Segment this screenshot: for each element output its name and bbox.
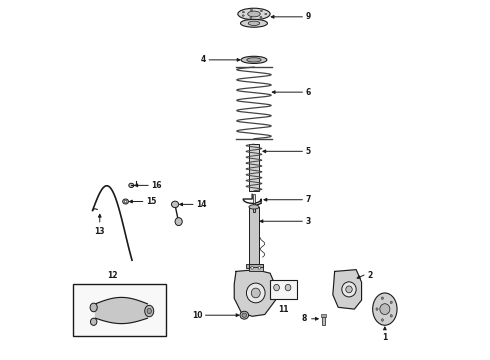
Polygon shape [96, 297, 147, 324]
Text: 12: 12 [107, 271, 118, 280]
Text: 7: 7 [305, 195, 311, 204]
Ellipse shape [246, 283, 265, 303]
Bar [248, 264, 263, 271]
Ellipse shape [373, 293, 397, 325]
Ellipse shape [241, 56, 267, 63]
Text: 14: 14 [196, 200, 206, 209]
Text: 10: 10 [192, 311, 203, 320]
Ellipse shape [390, 315, 392, 317]
Ellipse shape [172, 201, 179, 208]
Text: 5: 5 [305, 147, 310, 156]
Ellipse shape [147, 309, 151, 314]
Ellipse shape [285, 284, 291, 291]
Text: 6: 6 [305, 87, 311, 96]
Ellipse shape [90, 303, 97, 312]
Ellipse shape [251, 267, 253, 269]
Bar [322, 317, 325, 324]
Ellipse shape [376, 308, 378, 310]
Ellipse shape [91, 318, 97, 325]
Ellipse shape [241, 19, 268, 27]
Bar [73, 284, 166, 336]
Ellipse shape [390, 301, 392, 303]
Bar [249, 207, 259, 264]
Text: 8: 8 [301, 314, 307, 323]
Ellipse shape [124, 200, 127, 203]
Text: 3: 3 [305, 217, 311, 226]
Ellipse shape [247, 11, 260, 17]
Bar [246, 264, 262, 268]
Text: 2: 2 [367, 270, 372, 279]
Bar [249, 144, 259, 191]
Ellipse shape [175, 218, 182, 226]
Ellipse shape [258, 267, 261, 269]
Bar [252, 203, 255, 212]
Text: 1: 1 [382, 333, 388, 342]
Ellipse shape [260, 17, 262, 18]
Ellipse shape [240, 311, 248, 319]
Ellipse shape [250, 17, 252, 18]
Ellipse shape [265, 13, 267, 15]
Ellipse shape [243, 12, 245, 13]
Ellipse shape [242, 15, 244, 16]
Text: 13: 13 [95, 227, 105, 236]
Ellipse shape [248, 21, 260, 26]
Ellipse shape [249, 205, 259, 209]
Ellipse shape [342, 282, 356, 297]
Ellipse shape [381, 297, 384, 300]
Text: 4: 4 [201, 55, 206, 64]
Text: 9: 9 [305, 12, 311, 21]
Ellipse shape [251, 288, 260, 298]
Ellipse shape [380, 304, 390, 315]
Polygon shape [234, 270, 275, 316]
Ellipse shape [381, 319, 384, 321]
Ellipse shape [238, 8, 270, 20]
Ellipse shape [250, 9, 252, 11]
Bar [249, 264, 263, 267]
Ellipse shape [247, 58, 261, 62]
Bar [252, 194, 255, 203]
Ellipse shape [242, 313, 246, 318]
Ellipse shape [346, 286, 352, 293]
Ellipse shape [260, 10, 263, 12]
Text: 16: 16 [151, 181, 162, 190]
Ellipse shape [274, 284, 279, 291]
Bar [321, 315, 326, 317]
Ellipse shape [122, 199, 128, 204]
Text: 11: 11 [278, 305, 289, 314]
Polygon shape [333, 270, 362, 309]
Ellipse shape [129, 183, 134, 188]
Text: 15: 15 [146, 197, 156, 206]
Bar [270, 279, 297, 299]
Ellipse shape [145, 305, 154, 317]
